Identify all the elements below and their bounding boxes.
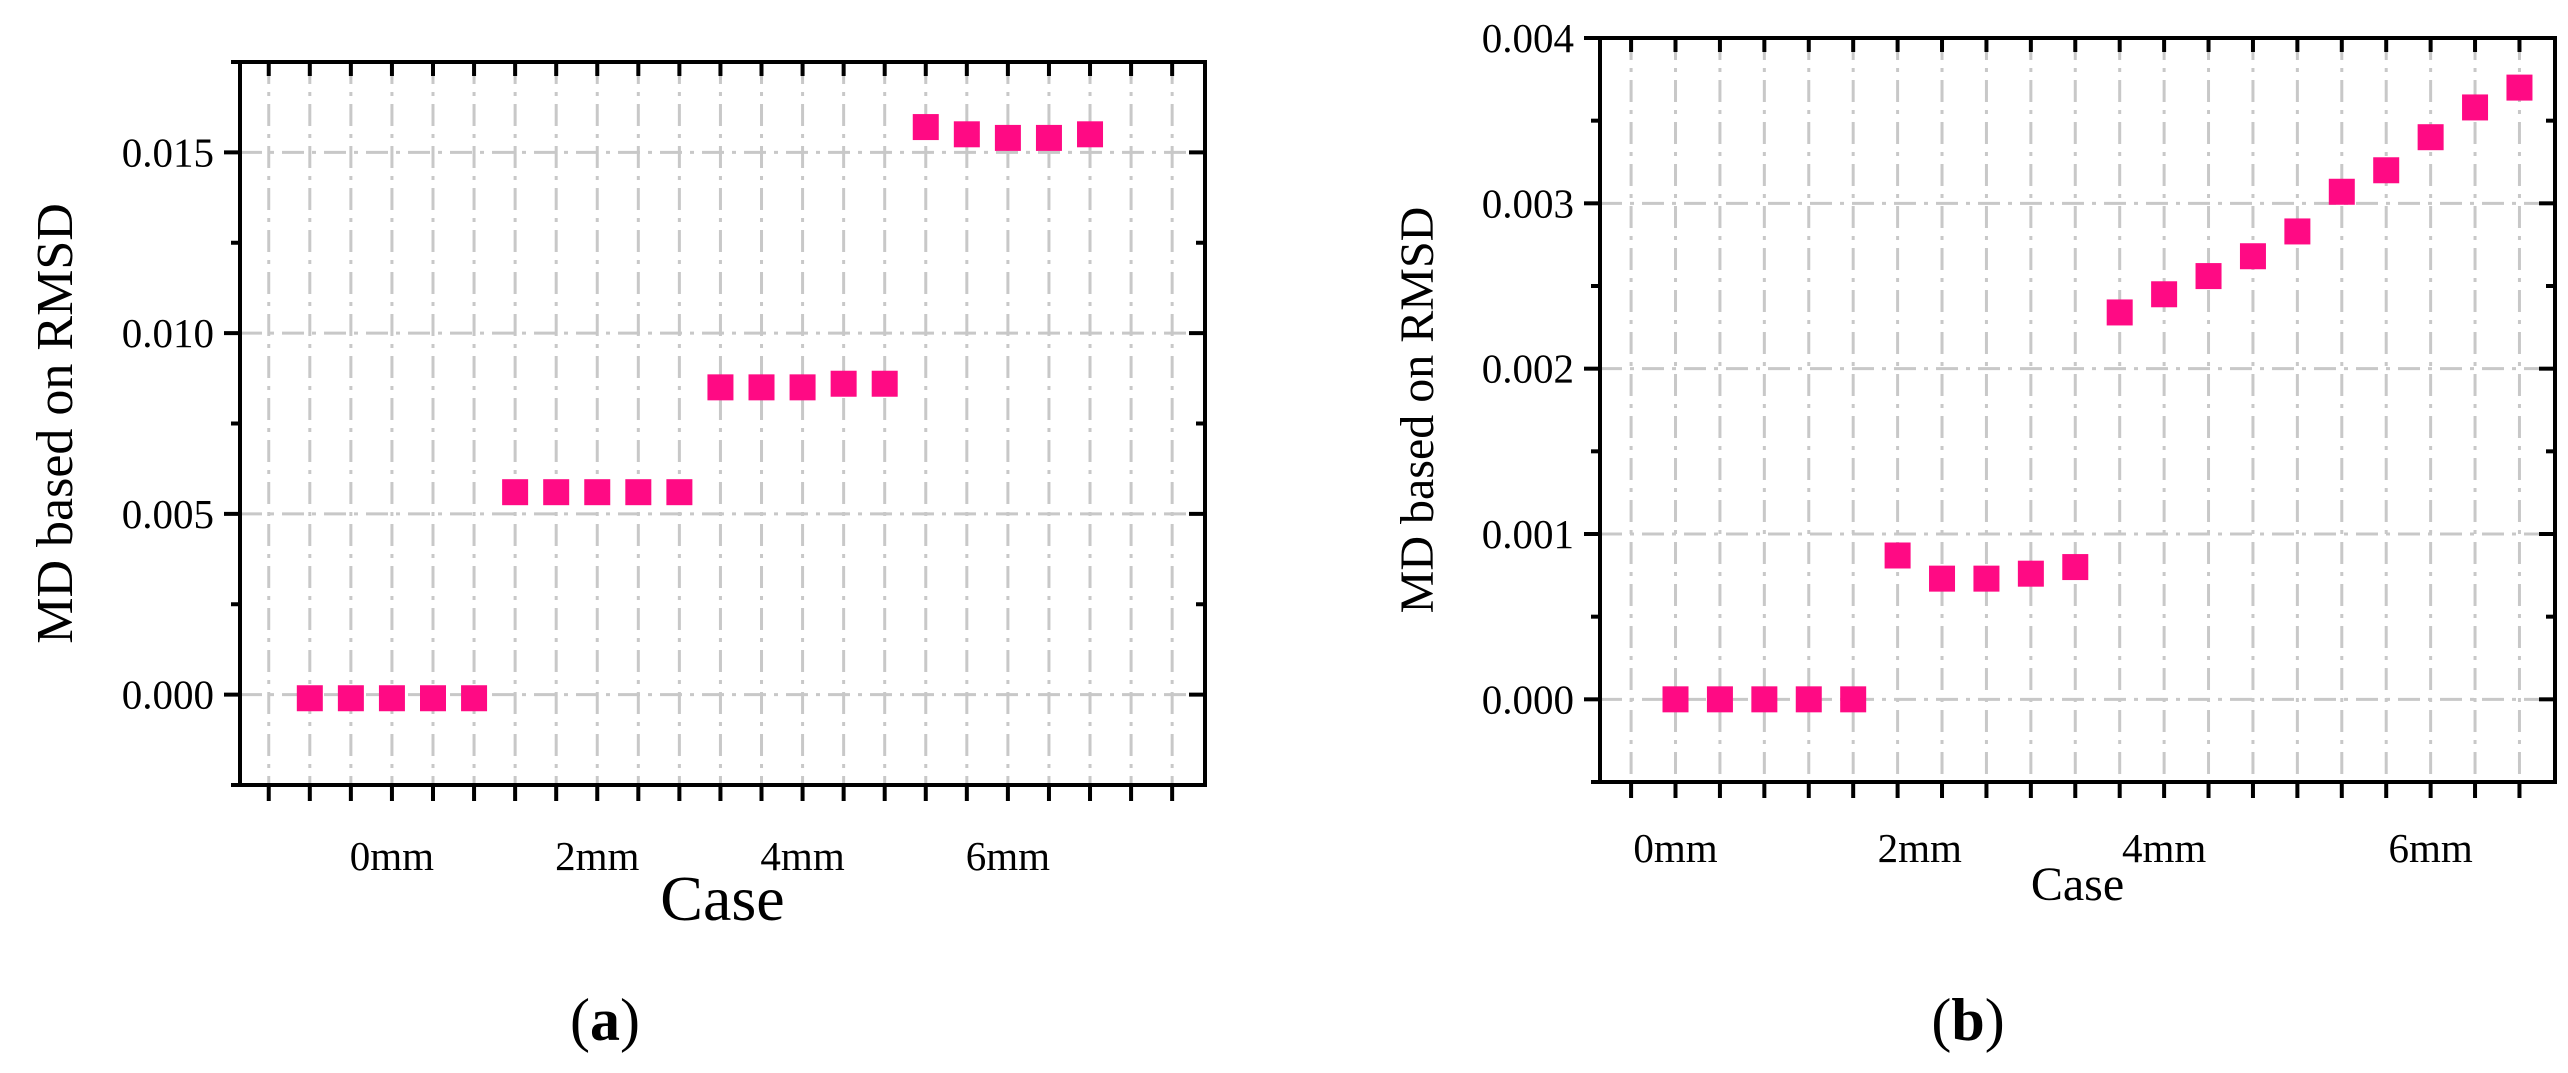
x-axis-title: Case xyxy=(2031,858,2124,911)
data-point xyxy=(666,479,693,506)
y-axis-title: MD based on RMSD xyxy=(1391,207,1444,614)
y-tick-label: 0.010 xyxy=(122,310,214,356)
data-point xyxy=(2151,281,2178,308)
x-category-label: 4mm xyxy=(760,833,844,879)
plot-frame xyxy=(238,60,1207,787)
data-point xyxy=(748,374,775,401)
data-point xyxy=(1973,565,2000,592)
x-category-label: 2mm xyxy=(1878,825,1962,871)
data-point xyxy=(707,374,734,401)
data-point xyxy=(461,685,488,712)
data-point xyxy=(953,121,980,148)
data-point xyxy=(584,479,611,506)
data-point xyxy=(2462,94,2489,121)
data-point xyxy=(2328,178,2355,205)
data-point xyxy=(871,370,898,397)
data-point xyxy=(1662,686,1689,713)
data-point xyxy=(2239,243,2266,270)
data-point xyxy=(625,479,652,506)
x-category-label: 0mm xyxy=(350,833,434,879)
data-point xyxy=(830,370,857,397)
data-point xyxy=(420,685,446,712)
data-point xyxy=(1795,686,1822,713)
x-category-label: 6mm xyxy=(2388,825,2472,871)
x-category-label: 0mm xyxy=(1633,825,1717,871)
data-point xyxy=(502,479,529,506)
data-point xyxy=(2284,218,2311,245)
y-tick-label: 0.000 xyxy=(122,672,214,718)
panel-label: (a) xyxy=(570,987,640,1053)
data-point xyxy=(994,124,1021,151)
data-point xyxy=(543,479,570,506)
data-point xyxy=(1751,686,1778,713)
data-point xyxy=(2106,299,2133,326)
data-point xyxy=(296,685,323,712)
x-category-label: 2mm xyxy=(555,833,639,879)
data-point xyxy=(1929,565,1956,592)
panel-b-chart: 0.000 0.001 0.002 0.003 0.004 0mm 2mm 4mm 6mm Cas… xyxy=(1391,15,2557,1053)
y-tick-label: 0.005 xyxy=(122,491,214,537)
x-category-label: 6mm xyxy=(966,833,1050,879)
data-point xyxy=(2017,560,2044,587)
data-point xyxy=(1884,542,1911,569)
panel-a-chart: 0.000 0.005 0.010 0.015 0mm 2mm 4mm 6mm Case MD b… xyxy=(27,60,1207,1053)
y-tick-label: 0.002 xyxy=(1482,346,1574,392)
data-point xyxy=(2373,157,2400,184)
panel-label: (b) xyxy=(1931,987,2004,1053)
data-point xyxy=(1077,121,1104,148)
data-point xyxy=(337,685,364,712)
data-point xyxy=(789,374,816,401)
data-point xyxy=(378,685,405,712)
data-point xyxy=(2062,554,2089,581)
data-point xyxy=(1035,124,1062,151)
data-point xyxy=(2195,263,2222,290)
x-category-label: 4mm xyxy=(2122,825,2206,871)
y-tick-label: 0.000 xyxy=(1482,676,1574,722)
data-point xyxy=(1706,686,1733,713)
y-tick-label: 0.001 xyxy=(1482,511,1574,557)
y-tick-label: 0.003 xyxy=(1482,180,1574,226)
y-axis-title: MD based on RMSD xyxy=(27,203,84,644)
data-point xyxy=(912,114,939,141)
y-tick-label: 0.015 xyxy=(122,129,214,175)
y-tick-label: 0.004 xyxy=(1482,15,1574,61)
plot-frame xyxy=(1598,36,2557,784)
x-axis-title: Case xyxy=(660,863,784,934)
data-point xyxy=(1840,686,1867,713)
data-point xyxy=(2506,74,2533,101)
data-point xyxy=(2417,124,2444,151)
